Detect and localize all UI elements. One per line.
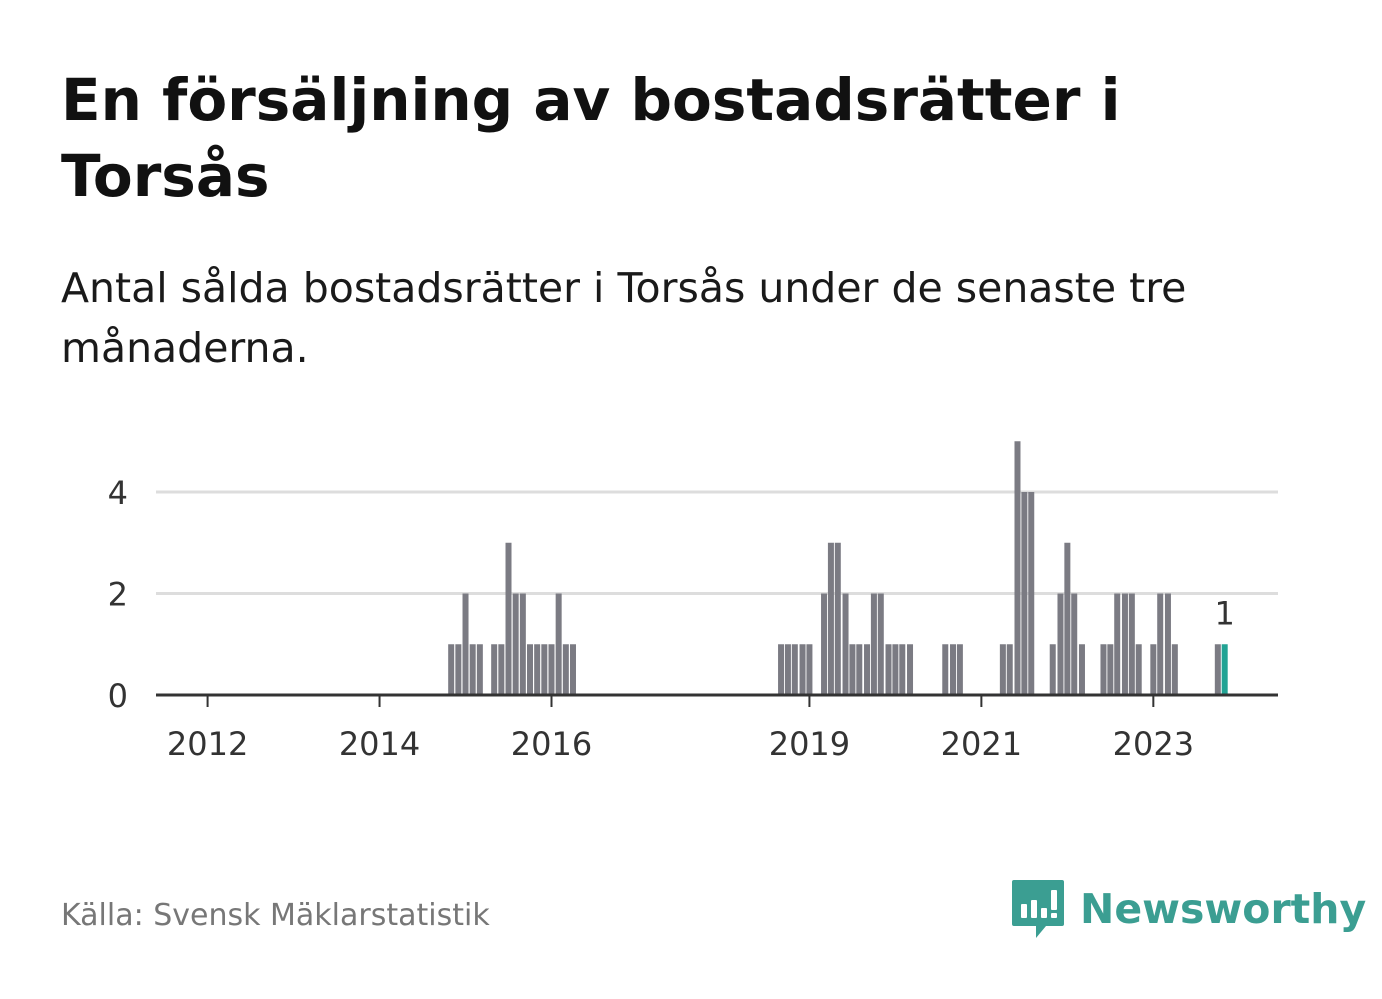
bar (999, 644, 1006, 695)
bar (498, 644, 505, 695)
bar (569, 644, 576, 695)
bar (1064, 542, 1071, 695)
bar (778, 644, 785, 695)
bar (1128, 593, 1135, 695)
highlight-bar (1221, 644, 1228, 695)
bar (1100, 644, 1107, 695)
bar (1121, 593, 1128, 695)
bar (784, 644, 791, 695)
bar (555, 593, 562, 695)
x-tick-label: 2021 (941, 725, 1022, 763)
bar (1114, 593, 1121, 695)
chart-title: En försäljning av bostadsrätter i Torsås (61, 66, 1121, 210)
bar (899, 644, 906, 695)
bar (476, 644, 483, 695)
bar (448, 644, 455, 695)
bar (806, 644, 813, 695)
bar (1135, 644, 1142, 695)
x-tick-label: 2023 (1113, 725, 1194, 763)
bar (562, 644, 569, 695)
bar (1078, 644, 1085, 695)
bar (512, 593, 519, 695)
x-tick-label: 2014 (339, 725, 420, 763)
bar (541, 644, 548, 695)
bar (1057, 593, 1064, 695)
bar (1014, 441, 1021, 695)
bar (907, 644, 914, 695)
chart-subtitle: Antal sålda bostadsrätter i Torsås under… (61, 264, 1187, 372)
bar (892, 644, 899, 695)
bar (950, 644, 957, 695)
bar (849, 644, 856, 695)
bar (1157, 593, 1164, 695)
bar (1214, 644, 1221, 695)
newsworthy-logo: Newsworthy (1010, 878, 1366, 940)
bar (1021, 492, 1028, 695)
bar (821, 593, 828, 695)
bar (1049, 644, 1056, 695)
bar (885, 644, 892, 695)
bar (455, 644, 462, 695)
x-tick-label: 2012 (167, 725, 248, 763)
bar (1107, 644, 1114, 695)
bar (877, 593, 884, 695)
bar (1164, 593, 1171, 695)
bar (1006, 644, 1013, 695)
bar (519, 593, 526, 695)
bar (1150, 644, 1157, 695)
bar (527, 644, 533, 695)
bar (1171, 644, 1178, 695)
source-note: Källa: Svensk Mäklarstatistik (61, 898, 490, 933)
x-tick-label: 2016 (511, 725, 592, 763)
y-tick-label: 4 (108, 474, 128, 512)
bar (956, 644, 963, 695)
bar (842, 593, 849, 695)
y-tick-label: 0 (108, 677, 128, 715)
bar (864, 644, 871, 695)
bar (491, 644, 498, 695)
bar (791, 644, 798, 695)
bar (942, 644, 949, 695)
bar (799, 644, 806, 695)
bar (534, 644, 541, 695)
bar (462, 593, 469, 695)
highlight-data-label: 1 (1215, 594, 1235, 632)
bar (548, 644, 555, 695)
bar (856, 644, 863, 695)
y-tick-label: 2 (108, 576, 128, 614)
bar (505, 542, 512, 695)
newsworthy-logo-icon (1012, 880, 1064, 938)
bar (827, 542, 834, 695)
bar (469, 644, 476, 695)
x-tick-label: 2019 (769, 725, 850, 763)
bar (870, 593, 877, 695)
bar (1071, 593, 1078, 695)
bar (1028, 492, 1035, 695)
bar (834, 542, 841, 695)
newsworthy-brand: Newsworthy (1080, 885, 1367, 933)
